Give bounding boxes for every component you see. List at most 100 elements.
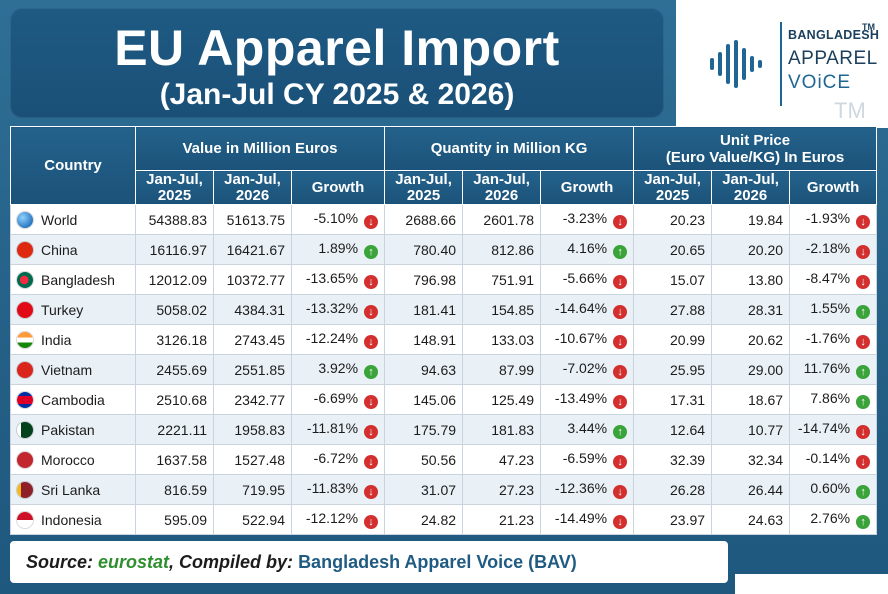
value-growth-cell-text: -13.65%: [305, 270, 359, 286]
unit-price-growth-cell: 0.60% ↑: [789, 474, 878, 505]
unit-price-2026-cell-text: 20.62: [748, 331, 784, 348]
header-jan-jul-2026: Jan-Jul, 2026: [462, 170, 542, 205]
quantity-2025-cell: 50.56: [384, 444, 464, 475]
quantity-2026-cell: 87.99: [462, 354, 542, 385]
indonesia-flag-icon: [17, 511, 33, 528]
country-cell: Sri Lanka: [10, 474, 136, 505]
value-2026-cell: 4384.31: [213, 294, 292, 325]
quantity-growth-cell: -12.36% ↓: [540, 474, 635, 505]
source-compiler: Bangladesh Apparel Voice (BAV): [298, 552, 577, 572]
quantity-2026-cell-text: 87.99: [498, 361, 535, 378]
unit-price-2025-cell-text: 25.95: [670, 361, 706, 378]
unit-price-2025-cell: 20.65: [633, 234, 713, 265]
vietnam-flag-icon: [17, 361, 33, 378]
unit-price-2025-cell: 12.64: [633, 414, 713, 445]
unit-price-2025-cell-text: 20.65: [670, 241, 706, 258]
table-row: Turkey 5058.02 4384.31 -13.32% ↓ 181.41 154.85…: [10, 294, 878, 325]
value-2025-cell: 2510.68: [135, 384, 214, 415]
unit-price-2025-cell-text: 32.39: [670, 451, 706, 468]
value-2025-cell: 3126.18: [135, 324, 214, 355]
logo-text-bangladesh: BANGLADESH: [788, 28, 880, 42]
country-cell: Morocco: [10, 444, 136, 475]
value-2025-cell-text: 816.59: [164, 481, 207, 498]
unit-price-growth-cell-text: -1.93%: [805, 210, 851, 226]
arrow-down-icon: ↓: [364, 215, 379, 229]
morocco-flag-icon: [17, 451, 33, 468]
quantity-2026-cell: 125.49: [462, 384, 542, 415]
table-row: Indonesia 595.09 522.94 -12.12% ↓ 24.82 21.23-…: [10, 504, 878, 535]
value-2026-cell-text: 16421.67: [226, 241, 285, 258]
unit-price-2026-cell: 32.34: [711, 444, 791, 475]
header-period: Jan-Jul,: [722, 170, 779, 188]
value-2025-cell-text: 2510.68: [156, 391, 207, 408]
unit-price-2026-cell-text: 19.84: [748, 211, 784, 228]
value-growth-cell-text: -6.69%: [313, 390, 359, 406]
quantity-2026-cell: 751.91: [462, 264, 542, 295]
quantity-growth-cell-text: -5.66%: [562, 270, 608, 286]
unit-price-growth-cell: 11.76% ↑: [789, 354, 878, 385]
arrow-down-icon: ↓: [364, 335, 379, 349]
arrow-down-icon: ↓: [613, 305, 628, 319]
india-flag-icon: [17, 331, 33, 348]
value-2025-cell-text: 54388.83: [148, 211, 207, 228]
value-2025-cell: 2221.11: [135, 414, 214, 445]
unit-price-2026-cell-text: 26.44: [748, 481, 784, 498]
quantity-2026-cell-text: 21.23: [498, 511, 535, 528]
country-cell: India: [10, 324, 136, 355]
quantity-2026-cell: 21.23: [462, 504, 542, 535]
quantity-2025-cell: 2688.66: [384, 204, 464, 235]
quantity-2026-cell-text: 181.83: [491, 421, 535, 438]
quantity-growth-cell-text: -14.49%: [554, 510, 608, 526]
header-year: 2026: [484, 186, 519, 204]
value-2026-cell: 2342.77: [213, 384, 292, 415]
unit-price-growth-cell-text: 1.55%: [810, 300, 851, 316]
unit-price-2026-cell-text: 18.67: [748, 391, 784, 408]
header-jan-jul-2025: Jan-Jul, 2025: [633, 170, 713, 205]
unit-price-growth-cell-text: 11.76%: [803, 360, 851, 376]
world-flag-icon: [17, 211, 33, 228]
country-cell: Vietnam: [10, 354, 136, 385]
header-jan-jul-2025: Jan-Jul, 2025: [384, 170, 464, 205]
header-period: Jan-Jul,: [473, 170, 530, 188]
value-2025-cell-text: 5058.02: [156, 301, 207, 318]
value-2025-cell-text: 3126.18: [156, 331, 207, 348]
unit-price-2026-cell-text: 24.63: [748, 511, 784, 528]
quantity-growth-cell: -3.23% ↓: [540, 204, 635, 235]
value-growth-cell: -12.12% ↓: [290, 504, 386, 535]
unit-price-2026-cell: 29.00: [711, 354, 791, 385]
quantity-2026-cell-text: 154.85: [491, 301, 535, 318]
unit-price-2025-cell-text: 27.88: [670, 301, 706, 318]
header-value: Value in Million Euros: [134, 126, 386, 171]
arrow-up-icon: ↑: [613, 245, 628, 259]
arrow-up-icon: ↑: [856, 305, 871, 319]
quantity-2025-cell: 181.41: [384, 294, 464, 325]
quantity-2025-cell: 780.40: [384, 234, 464, 265]
unit-price-2025-cell: 26.28: [633, 474, 713, 505]
value-2026-cell: 1527.48: [213, 444, 292, 475]
value-2025-cell: 12012.09: [135, 264, 214, 295]
unit-price-growth-cell-text: -1.76%: [805, 330, 851, 346]
country-name: India: [41, 331, 72, 348]
quantity-2026-cell: 133.03: [462, 324, 542, 355]
quantity-2025-cell-text: 24.82: [420, 511, 457, 528]
header-year: 2026: [235, 186, 270, 204]
arrow-down-icon: ↓: [364, 455, 379, 469]
unit-price-2026-cell-text: 20.20: [748, 241, 784, 258]
country-name: Cambodia: [41, 391, 105, 408]
value-growth-cell-text: -11.83%: [306, 480, 359, 496]
value-2026-cell-text: 1958.83: [234, 421, 285, 438]
value-2025-cell: 816.59: [135, 474, 214, 505]
value-2025-cell: 5058.02: [135, 294, 214, 325]
arrow-down-icon: ↓: [364, 485, 379, 499]
header-year: 2025: [157, 186, 192, 204]
value-2025-cell: 2455.69: [135, 354, 214, 385]
quantity-2025-cell-text: 796.98: [413, 271, 457, 288]
table-row: China 16116.97 16421.67 1.89% ↑ 780.40 812.86 4…: [10, 234, 878, 265]
quantity-2026-cell: 812.86: [462, 234, 542, 265]
source-text: Source: eurostat, Compiled by: Banglades…: [26, 552, 577, 573]
logo: BANGLADESH TM APPAREL VOiCE TM: [676, 0, 888, 128]
value-growth-cell-text: -6.72%: [313, 450, 359, 466]
unit-price-2025-cell: 32.39: [633, 444, 713, 475]
unit-price-2026-cell: 26.44: [711, 474, 791, 505]
header-quantity: Quantity in Million KG: [384, 126, 635, 171]
